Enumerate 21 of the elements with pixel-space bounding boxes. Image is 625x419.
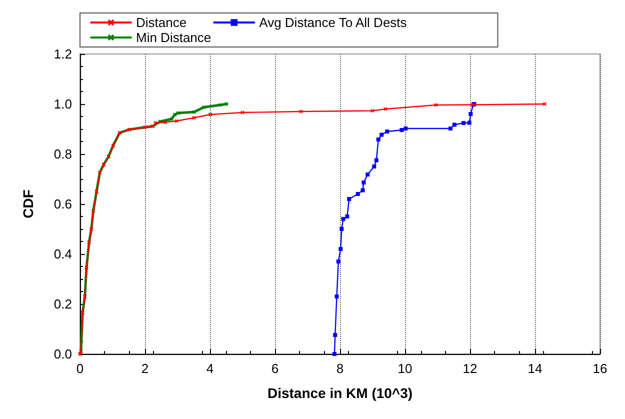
y-tick-label: 0.2 (54, 296, 72, 312)
y-tick-label: 1.0 (54, 96, 72, 112)
x-tick-label: 14 (528, 361, 542, 376)
legend-label: Distance (136, 15, 187, 30)
y-tick-label: 0.6 (54, 196, 72, 212)
legend-label: Avg Distance To All Dests (259, 15, 408, 30)
x-tick-label: 2 (141, 361, 149, 376)
x-tick-label: 16 (592, 361, 608, 376)
x-tick-label: 4 (206, 361, 214, 376)
x-tick-label: 10 (398, 361, 412, 376)
y-tick-label: 0.8 (54, 146, 72, 162)
legend-label: Min Distance (136, 30, 212, 45)
x-axis-title: Distance in KM (10^3) (267, 385, 413, 401)
x-tick-label: 12 (462, 361, 478, 376)
y-tick-label: 1.2 (54, 46, 72, 62)
x-tick-label: 6 (271, 361, 279, 376)
y-tick-label: 0.4 (54, 246, 72, 262)
x-tick-label: 0 (76, 361, 84, 376)
y-axis-title: CDF (20, 189, 36, 218)
y-tick-label: 0.0 (54, 346, 72, 362)
x-tick-label: 8 (336, 361, 344, 376)
